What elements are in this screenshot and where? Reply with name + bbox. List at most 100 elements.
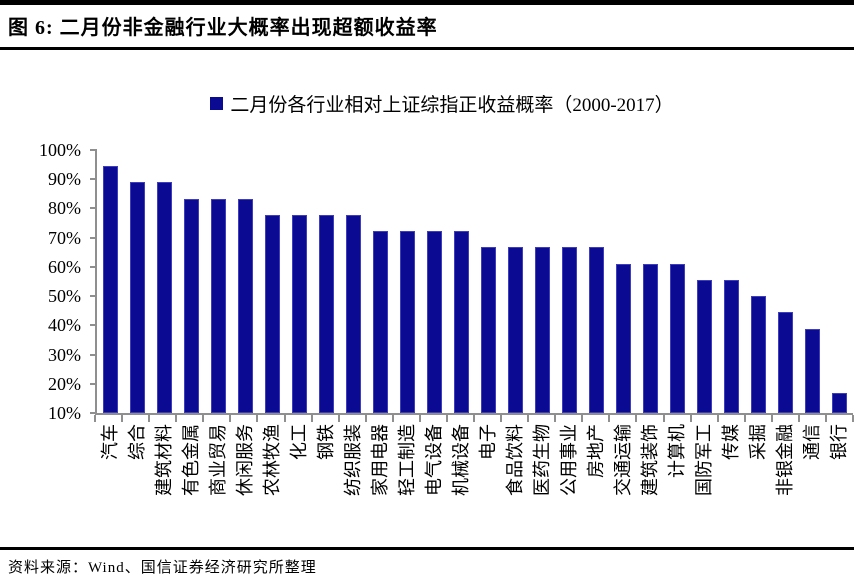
- x-tick: [310, 415, 313, 422]
- x-category-label: 建筑材料: [153, 424, 174, 496]
- x-label-slot: 家用电器: [366, 424, 393, 546]
- x-category-label: 通信: [801, 424, 822, 460]
- x-category-label: 纺织服装: [342, 424, 363, 496]
- x-label-slot: 计算机: [663, 424, 690, 546]
- x-tick: [770, 415, 773, 422]
- x-tick: [175, 415, 178, 422]
- x-tick: [662, 415, 665, 422]
- x-label-slot: 化工: [285, 424, 312, 546]
- x-label-slot: 公用事业: [555, 424, 582, 546]
- x-tick: [689, 415, 692, 422]
- x-label-slot: 交通运输: [609, 424, 636, 546]
- bar-slot: [691, 150, 718, 413]
- x-tick: [391, 415, 394, 422]
- bar-slot: [151, 150, 178, 413]
- x-label-slot: 通信: [798, 424, 825, 546]
- x-category-label: 公用事业: [558, 424, 579, 496]
- y-tick-label: 90%: [48, 169, 81, 190]
- x-tick: [473, 415, 475, 422]
- x-category-label: 非银金融: [774, 424, 795, 496]
- x-label-slot: 汽车: [96, 424, 123, 546]
- bar-slot: [502, 150, 529, 413]
- x-category-label: 房地产: [585, 424, 606, 478]
- plot-area: [95, 150, 853, 415]
- bar-slot: [259, 150, 286, 413]
- bar-建筑材料: [157, 182, 172, 413]
- x-category-label: 家用电器: [369, 424, 390, 496]
- y-tick-label: 50%: [48, 286, 81, 307]
- x-label-slot: 钢铁: [312, 424, 339, 546]
- bar-综合: [130, 182, 145, 413]
- x-label-slot: 食品饮料: [501, 424, 528, 546]
- x-label-slot: 非银金融: [771, 424, 798, 546]
- bar-家用电器: [373, 231, 388, 413]
- legend-label: 二月份各行业相对上证综指正收益概率（2000-2017）: [230, 95, 674, 116]
- x-category-label: 商业贸易: [207, 424, 228, 496]
- y-tick: [90, 324, 97, 327]
- bar-轻工制造: [400, 231, 415, 413]
- bar-机械设备: [454, 231, 469, 413]
- x-label-slot: 银行: [825, 424, 852, 546]
- bar-slot: [97, 150, 124, 413]
- x-tick: [797, 415, 800, 422]
- bar-slot: [826, 150, 853, 413]
- x-tick: [608, 415, 611, 422]
- x-label-slot: 纺织服装: [339, 424, 366, 546]
- y-tick: [90, 353, 97, 356]
- x-category-label: 银行: [828, 424, 849, 460]
- bar-房地产: [589, 247, 604, 413]
- x-label-slot: 轻工制造: [393, 424, 420, 546]
- x-label-slot: 电气设备: [420, 424, 447, 546]
- y-tick-label: 100%: [39, 140, 81, 160]
- y-tick: [90, 295, 97, 298]
- x-label-slot: 综合: [123, 424, 150, 546]
- bar-化工: [292, 214, 307, 413]
- x-tick: [581, 415, 584, 422]
- bar-农林牧渔: [265, 214, 280, 413]
- bar-银行: [832, 393, 847, 413]
- x-label-slot: 电子: [474, 424, 501, 546]
- x-category-label: 休闲服务: [234, 424, 255, 496]
- x-tick: [256, 415, 259, 422]
- y-tick: [90, 412, 97, 414]
- x-category-label: 医药生物: [531, 424, 552, 496]
- x-category-label: 国防军工: [693, 424, 714, 496]
- x-tick: [527, 415, 530, 422]
- bar-slot: [448, 150, 475, 413]
- y-tick-label: 30%: [48, 344, 81, 365]
- bar-食品饮料: [508, 247, 523, 413]
- bar-slot: [313, 150, 340, 413]
- x-tick: [121, 415, 124, 422]
- bar-slot: [178, 150, 205, 413]
- y-tick-label: 40%: [48, 315, 81, 336]
- x-category-label: 建筑装饰: [639, 424, 660, 496]
- x-label-slot: 国防军工: [690, 424, 717, 546]
- bar-电气设备: [427, 231, 442, 413]
- bar-医药生物: [535, 247, 550, 413]
- bar-建筑装饰: [643, 263, 658, 413]
- bar-钢铁: [319, 214, 334, 413]
- x-label-slot: 农林牧渔: [258, 424, 285, 546]
- bar-slot: [367, 150, 394, 413]
- x-tick: [852, 415, 854, 422]
- x-category-label: 综合: [126, 424, 147, 460]
- bar-slot: [799, 150, 826, 413]
- x-category-label: 钢铁: [315, 424, 336, 460]
- x-tick: [364, 415, 367, 422]
- x-category-label: 化工: [288, 424, 309, 460]
- bar-slot: [340, 150, 367, 413]
- y-tick-label: 10%: [48, 403, 81, 423]
- y-axis: 100% 90% 80% 70% 60% 50% 40% 30% 20% 10%: [0, 140, 97, 423]
- y-tick-label: 70%: [48, 227, 81, 248]
- y-tick: [90, 207, 97, 210]
- bar-slot: [556, 150, 583, 413]
- x-axis-labels: 汽车 综合 建筑材料 有色金属 商业贸易 休闲服务 农林牧渔 化工 钢铁 纺织服装 家用电器 轻工制造…: [96, 424, 852, 546]
- bar-slot: [610, 150, 637, 413]
- bar-公用事业: [562, 247, 577, 413]
- x-label-slot: 房地产: [582, 424, 609, 546]
- x-label-slot: 有色金属: [177, 424, 204, 546]
- bar-休闲服务: [238, 198, 253, 413]
- y-tick: [90, 149, 97, 151]
- bar-slot: [772, 150, 799, 413]
